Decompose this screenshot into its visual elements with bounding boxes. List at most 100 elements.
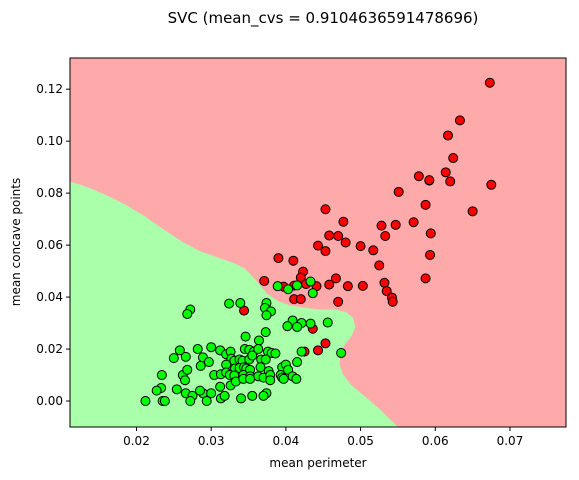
x-tick-label: 0.07: [497, 434, 524, 448]
scatter-point: [425, 228, 436, 239]
y-axis-ticks: 0.00 0.02 0.04 0.06 0.08 0.10 0.12: [36, 82, 70, 408]
scatter-point: [340, 237, 351, 248]
scatter-point: [324, 279, 335, 290]
scatter-point: [272, 281, 283, 292]
scatter-point: [292, 357, 303, 368]
scatter-point: [355, 241, 366, 252]
scatter-point: [219, 390, 230, 401]
scatter-points: [140, 77, 497, 407]
scatter-point: [273, 253, 284, 264]
scatter-point: [282, 321, 293, 332]
scatter-point: [253, 335, 264, 346]
y-tick-label: 0.08: [36, 186, 63, 200]
x-tick-label: 0.02: [123, 434, 150, 448]
scatter-point: [255, 362, 266, 373]
scatter-point: [296, 346, 307, 357]
scatter-point: [324, 230, 335, 241]
scatter-point: [333, 296, 344, 307]
scatter-point: [307, 288, 318, 299]
x-axis-ticks: 0.02 0.03 0.04 0.05 0.06 0.07: [123, 427, 523, 448]
scatter-point: [420, 199, 431, 210]
scatter-point: [320, 204, 331, 215]
scatter-point: [180, 351, 191, 362]
scatter-point: [253, 344, 264, 355]
y-tick-label: 0.06: [36, 238, 63, 252]
scatter-point: [322, 317, 333, 328]
scatter-point: [182, 364, 193, 375]
scatter-point: [260, 327, 271, 338]
x-axis-label: mean perimeter: [269, 456, 366, 470]
scatter-point: [236, 393, 247, 404]
scatter-point: [151, 385, 162, 396]
scatter-point: [291, 373, 302, 384]
scatter-point: [486, 179, 497, 190]
scatter-point: [379, 277, 390, 288]
scatter-point: [445, 176, 456, 187]
scatter-point: [278, 373, 289, 384]
scatter-point: [374, 260, 385, 271]
scatter-point: [442, 130, 453, 141]
scatter-point: [376, 220, 387, 231]
scatter-point: [295, 294, 306, 305]
scatter-point: [424, 175, 435, 186]
y-tick-label: 0.04: [36, 290, 63, 304]
scatter-point: [245, 373, 256, 384]
scatter-point: [247, 350, 258, 361]
axes-frame: [69, 57, 567, 428]
scatter-point: [288, 255, 299, 266]
y-tick-label: 0.00: [36, 394, 63, 408]
scatter-point: [182, 308, 193, 319]
y-tick-label: 0.02: [36, 342, 63, 356]
scatter-point: [224, 298, 235, 309]
scatter-point: [313, 345, 323, 356]
scatter-point: [156, 370, 167, 381]
scatter-point: [180, 375, 191, 386]
scatter-point: [342, 281, 353, 292]
scatter-point: [258, 390, 269, 401]
scatter-point: [261, 310, 272, 321]
x-tick-label: 0.06: [422, 434, 449, 448]
scatter-point: [168, 353, 179, 364]
scatter-point: [467, 206, 478, 217]
scatter-point: [206, 342, 217, 353]
scatter-point: [174, 345, 185, 356]
chart-title: SVC (mean_cvs = 0.9104636591478696): [168, 9, 479, 28]
x-tick-label: 0.05: [347, 434, 374, 448]
scatter-point: [159, 396, 170, 407]
scatter-point: [292, 280, 303, 291]
scatter-point: [240, 331, 251, 342]
scatter-point: [336, 347, 347, 358]
scatter-point: [260, 354, 271, 365]
scatter-point: [247, 390, 258, 401]
scatter-point: [387, 296, 398, 307]
x-tick-label: 0.03: [198, 434, 225, 448]
scatter-point: [305, 318, 316, 329]
scatter-point: [305, 276, 316, 287]
scatter-point: [259, 275, 270, 286]
scatter-point: [185, 396, 196, 407]
scatter-point: [393, 186, 404, 197]
scatter-point: [195, 360, 206, 371]
y-tick-label: 0.12: [36, 82, 63, 96]
scatter-point: [194, 385, 205, 396]
scatter-point: [425, 249, 436, 260]
scatter-point: [408, 217, 419, 228]
scatter-point: [338, 216, 349, 227]
scatter-point: [357, 280, 368, 291]
scatter-point: [413, 171, 424, 182]
scatter-point: [215, 381, 226, 392]
scatter-point: [192, 344, 203, 355]
scatter-point: [484, 77, 495, 88]
scatter-point: [320, 338, 331, 349]
scatter-point: [320, 246, 331, 257]
scatter-point: [440, 167, 451, 178]
scatter-point: [140, 396, 151, 407]
scatter-point: [454, 115, 465, 126]
scatter-point: [380, 231, 391, 241]
scatter-point: [313, 240, 323, 251]
scatter-point: [292, 321, 303, 332]
scatter-point: [330, 273, 341, 284]
plot-area: [70, 58, 566, 427]
scatter-point: [390, 219, 401, 230]
